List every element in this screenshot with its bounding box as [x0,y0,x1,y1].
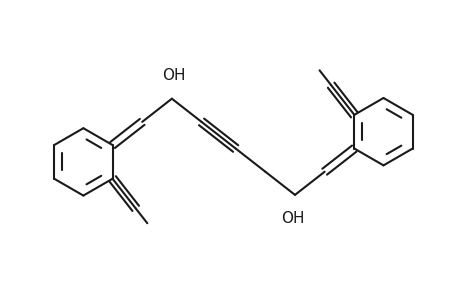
Text: OH: OH [280,211,304,226]
Text: OH: OH [162,68,185,83]
